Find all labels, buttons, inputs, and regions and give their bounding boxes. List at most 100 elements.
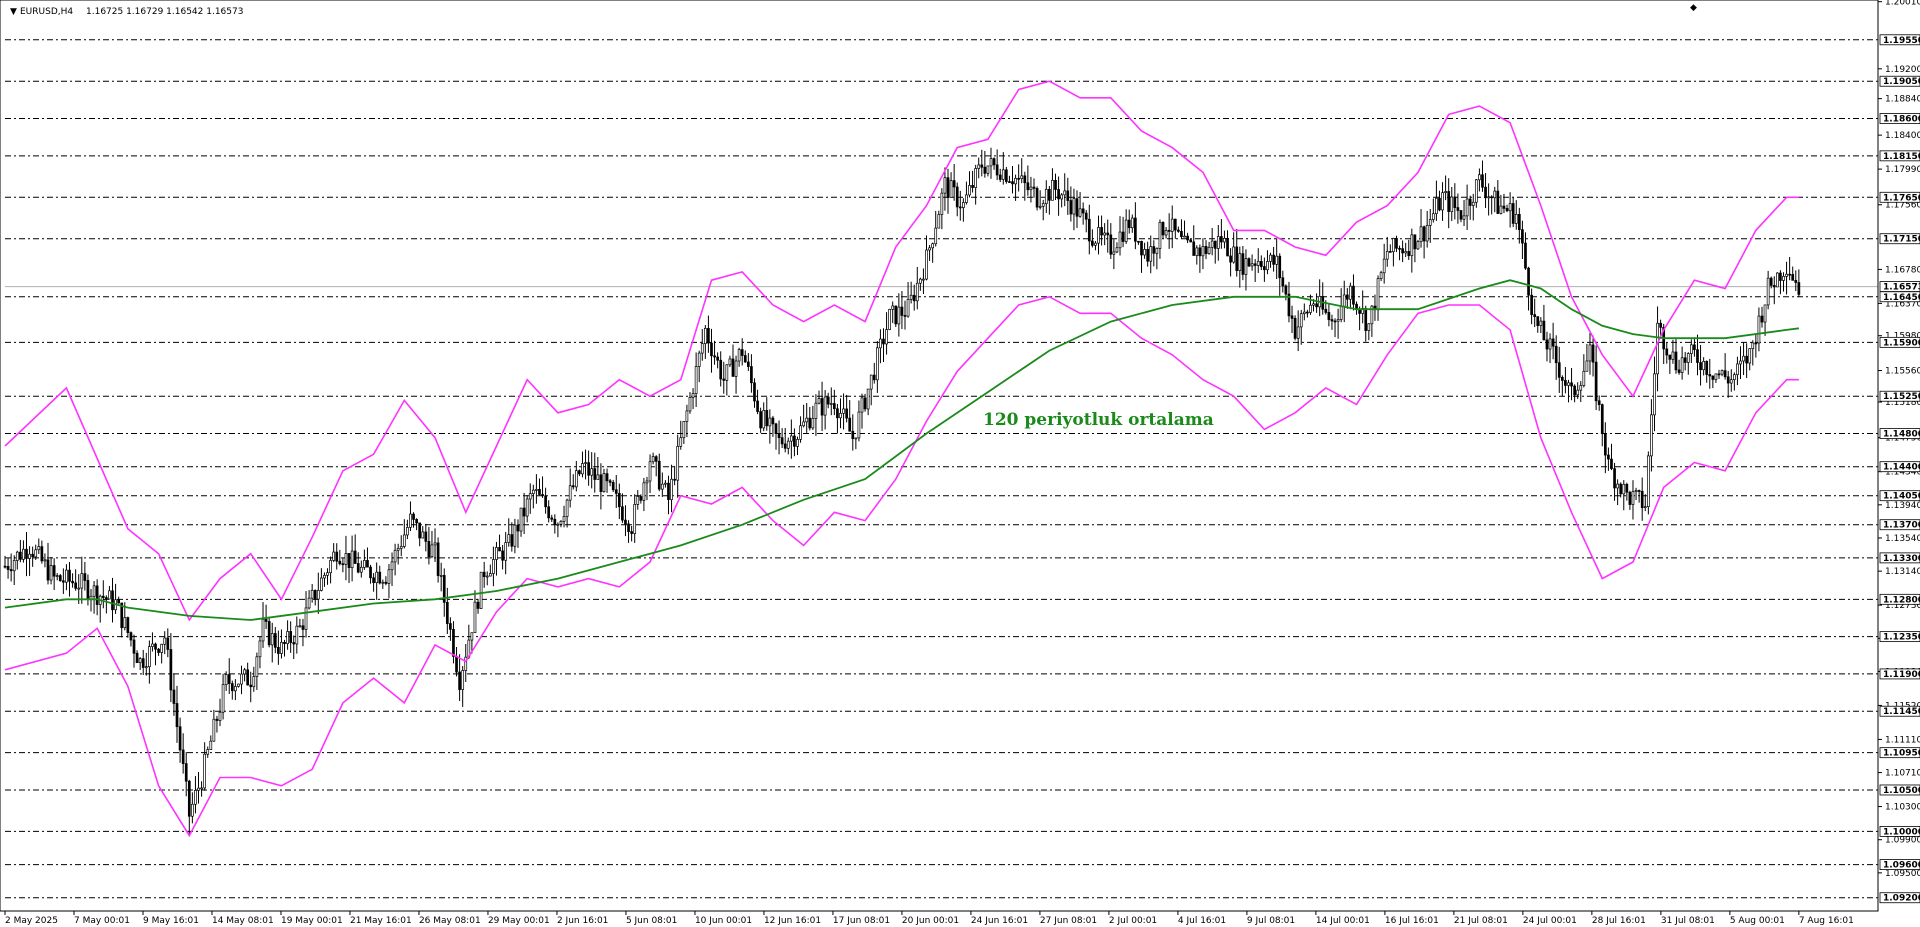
candle-body (1508, 203, 1512, 212)
candle-body (1048, 189, 1051, 201)
candle-body (922, 278, 925, 281)
candle-body (1539, 320, 1543, 326)
time-axis[interactable]: 2 May 2025 7 May 00:01 9 May 16:01 14 May 0… (4, 911, 1854, 926)
candle-body (1693, 344, 1696, 351)
time-tick-label: 29 May 00:01 (488, 916, 550, 926)
candle-body (1078, 208, 1082, 217)
candle-body (1517, 213, 1521, 230)
candle-body (876, 347, 879, 381)
candle-body (83, 573, 87, 581)
candle-body (218, 711, 222, 721)
price-axis[interactable]: 1.20010 1.19200 1.18840 1.18400 1.17990 1.175… (1878, 0, 1920, 904)
price-tick-label: 1.17560 (1885, 201, 1920, 211)
candle-body (375, 571, 379, 584)
candle-body (1696, 349, 1699, 363)
candle-body (163, 637, 167, 645)
candle-body (1453, 196, 1457, 208)
candle-body (1416, 241, 1420, 250)
candle-body (187, 780, 191, 817)
candle-body (62, 580, 65, 583)
candle-body (1115, 247, 1119, 253)
candle-body (221, 684, 225, 713)
candle-body (1779, 272, 1782, 281)
candle-body (111, 590, 114, 611)
time-tick-label: 24 Jul 00:01 (1523, 916, 1577, 926)
candle-body (571, 485, 575, 488)
time-tick-label: 5 Jun 08:01 (626, 916, 677, 926)
candle-body (1170, 218, 1174, 232)
candle-body (1349, 285, 1352, 300)
candle-body (965, 194, 968, 203)
candle-body (1192, 241, 1196, 256)
candle-body (811, 418, 815, 429)
candle-body (1250, 263, 1254, 267)
moving-average-line (4, 279, 1800, 621)
candle-body (851, 430, 855, 439)
candle-body (1066, 190, 1070, 201)
candle-body (1161, 221, 1165, 236)
candle-body (1413, 234, 1417, 250)
candle-body (900, 306, 904, 316)
candle-body (1717, 373, 1721, 376)
candle-body (507, 534, 511, 543)
candle-body (381, 581, 385, 584)
candle-body (538, 489, 541, 495)
time-tick-label: 2 Jun 16:01 (557, 916, 608, 926)
dropdown-triangle-icon[interactable]: ▼ (10, 7, 17, 17)
candle-body (1143, 249, 1146, 256)
candle-body (126, 617, 130, 633)
candle-body (866, 388, 870, 410)
level-price-label: 1.17150 (1883, 235, 1920, 245)
candle-body (968, 185, 971, 196)
candle-body (498, 547, 501, 552)
candle-body (1327, 312, 1331, 320)
candle-body (624, 519, 627, 525)
candle-body (952, 180, 956, 188)
candle-body (651, 456, 655, 463)
candle-body (1005, 169, 1008, 182)
candle-body (1302, 311, 1306, 315)
time-tick-label: 12 Jun 16:01 (764, 916, 821, 926)
candle-body (37, 546, 41, 551)
candle-body (1794, 279, 1798, 283)
candle-body (92, 585, 96, 597)
candle-body (1576, 389, 1580, 396)
candle-body (421, 531, 425, 539)
level-price-box (1879, 859, 1920, 870)
candle-body (1072, 198, 1076, 215)
candle-body (1315, 303, 1318, 308)
candle-body (1134, 217, 1137, 242)
candle-body (544, 495, 547, 508)
candle-body (802, 421, 805, 427)
candle-body (974, 168, 977, 188)
candle-body (169, 649, 173, 691)
candle-body (40, 546, 44, 562)
candle-body (237, 683, 240, 687)
time-tick-label: 24 Jun 16:01 (971, 916, 1028, 926)
candle-body (823, 396, 827, 416)
candle-body (224, 674, 228, 686)
candle-body (716, 356, 719, 361)
candle-body (482, 571, 486, 578)
candle-body (283, 641, 286, 644)
candle-body (608, 480, 612, 483)
candle-body (808, 417, 812, 429)
candle-body (6, 566, 10, 570)
level-price-label: 1.12800 (1883, 595, 1920, 605)
scroll-marker-icon[interactable]: ◆ (1690, 3, 1697, 13)
candle-body (697, 352, 701, 367)
price-tick-label: 1.19200 (1885, 65, 1920, 75)
candle-body (1776, 272, 1779, 288)
candle-body (249, 684, 253, 688)
candle-body (1613, 468, 1616, 489)
candle-body (1736, 363, 1739, 376)
candle-body (212, 718, 216, 742)
candle-body (1493, 190, 1497, 199)
candle-body (71, 580, 74, 584)
candle-body (765, 410, 769, 427)
candle-body (1220, 236, 1223, 243)
candle-body (857, 411, 861, 439)
candle-body (565, 499, 569, 517)
